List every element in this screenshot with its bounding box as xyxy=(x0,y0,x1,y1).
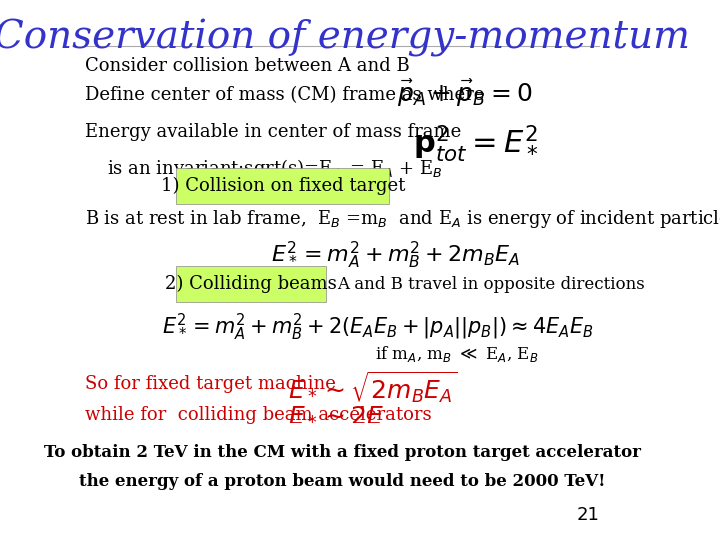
Text: Define center of mass (CM) frame as where: Define center of mass (CM) frame as wher… xyxy=(86,86,485,104)
Text: if m$_A$, m$_B$ $\ll$ E$_A$, E$_B$: if m$_A$, m$_B$ $\ll$ E$_A$, E$_B$ xyxy=(375,344,539,364)
Text: 1) Collision on fixed target: 1) Collision on fixed target xyxy=(161,177,405,195)
Text: $E^2_* = m^2_A + m^2_B + 2m_B E_A$: $E^2_* = m^2_A + m^2_B + 2m_B E_A$ xyxy=(271,240,521,272)
Text: 2) Colliding beams: 2) Colliding beams xyxy=(165,275,337,293)
Text: B is at rest in lab frame,  E$_B$ =m$_B$  and E$_A$ is energy of incident partic: B is at rest in lab frame, E$_B$ =m$_B$ … xyxy=(86,208,720,230)
Text: Energy available in center of mass frame: Energy available in center of mass frame xyxy=(86,123,462,141)
Text: $\mathbf{p}^2_{tot} = E^2_*$: $\mathbf{p}^2_{tot} = E^2_*$ xyxy=(413,123,539,164)
Text: Consider collision between A and B: Consider collision between A and B xyxy=(86,57,410,75)
FancyBboxPatch shape xyxy=(176,266,326,302)
Text: A and B travel in opposite directions: A and B travel in opposite directions xyxy=(337,275,644,293)
Text: To obtain 2 TeV in the CM with a fixed proton target accelerator: To obtain 2 TeV in the CM with a fixed p… xyxy=(44,444,641,461)
Text: while for  colliding beam accelerators: while for colliding beam accelerators xyxy=(86,406,432,424)
FancyBboxPatch shape xyxy=(176,168,389,204)
Text: So for fixed target machine: So for fixed target machine xyxy=(86,375,336,393)
Text: $E_* \sim \sqrt{2m_B E_A}$: $E_* \sim \sqrt{2m_B E_A}$ xyxy=(288,370,457,406)
Text: $\vec{p}_A + \vec{p}_B = 0$: $\vec{p}_A + \vec{p}_B = 0$ xyxy=(397,78,532,110)
Text: $E^2_* = m^2_A + m^2_B + 2(E_A E_B + |p_A||p_B|) \approx 4E_A E_B$: $E^2_* = m^2_A + m^2_B + 2(E_A E_B + |p_… xyxy=(162,312,594,343)
Text: the energy of a proton beam would need to be 2000 TeV!: the energy of a proton beam would need t… xyxy=(79,472,606,489)
Text: Conservation of energy-momentum: Conservation of energy-momentum xyxy=(0,19,690,57)
Text: 21: 21 xyxy=(577,506,599,524)
Text: is an invariant:sqrt(s)=E$_*$ = E$_A$ + E$_B$: is an invariant:sqrt(s)=E$_*$ = E$_A$ + … xyxy=(107,157,443,180)
Text: $E_* \sim 2E$: $E_* \sim 2E$ xyxy=(288,401,384,424)
